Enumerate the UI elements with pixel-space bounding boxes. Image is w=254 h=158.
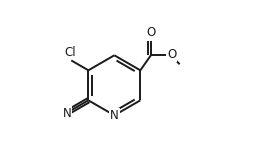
Text: Cl: Cl bbox=[65, 46, 76, 58]
Text: O: O bbox=[147, 26, 156, 39]
Text: N: N bbox=[62, 107, 71, 120]
Text: N: N bbox=[110, 109, 119, 122]
Text: O: O bbox=[167, 48, 177, 61]
